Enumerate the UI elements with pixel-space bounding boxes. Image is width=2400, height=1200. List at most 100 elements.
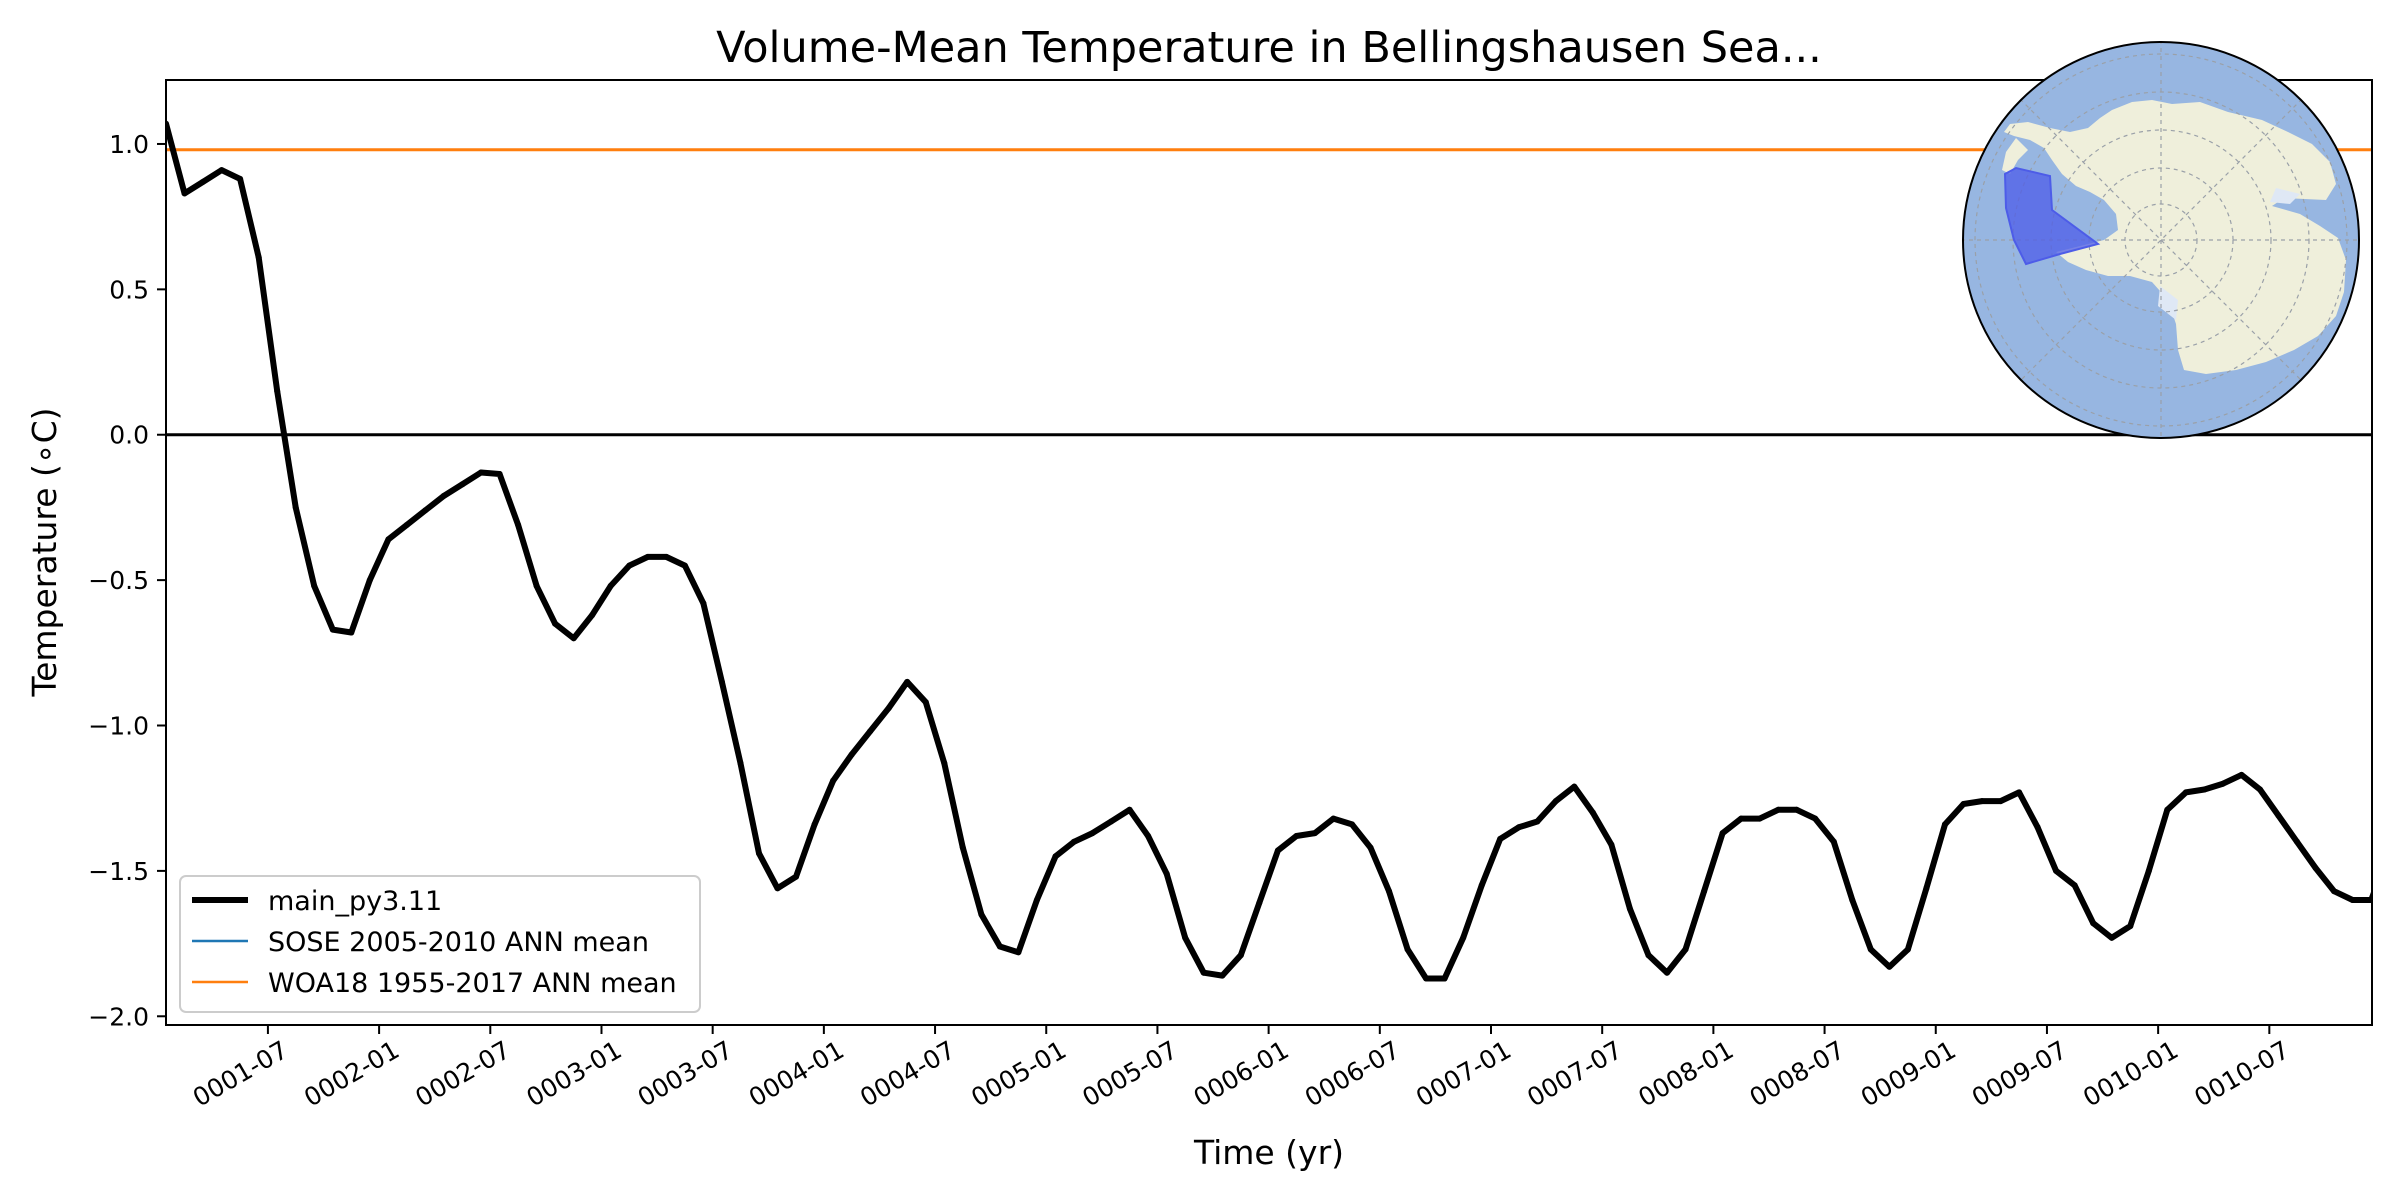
series-main-point [1960,801,1967,807]
series-main-point [1608,841,1615,848]
series-main-point [1441,975,1448,982]
series-main-point [1923,885,1930,892]
series-main-point [385,536,392,543]
map-ice-shelf-ross [2158,286,2178,320]
series-main-point [1719,830,1726,837]
series-main-point [274,388,281,395]
series-main-point [1886,963,1893,970]
series-main-point [2238,771,2245,778]
chart-title: Volume-Mean Temperature in Bellingshause… [716,23,1822,73]
map-ice-shelf-east [2270,188,2300,204]
series-main-point [218,167,225,174]
series-main-point [1756,815,1763,822]
series-main-point [1942,821,1948,828]
series-main-point [589,612,596,618]
series-main-point [1349,821,1355,828]
map-region-bellingshausen [2003,166,2101,266]
series-main-point [1386,888,1392,895]
series-main-point [1682,946,1689,953]
series-main-point [756,850,762,857]
series-main-point [533,582,540,589]
series-main-point [237,175,244,182]
series-main-point [1052,853,1059,860]
series-main-point [2294,838,2300,845]
series-main-point [830,777,837,784]
series-main-point [2182,789,2189,796]
series-main-point [2127,923,2134,930]
series-main-point [496,471,503,477]
series-main-point [1830,838,1837,845]
series-main-point [1849,897,1856,903]
series-main-point [2219,780,2226,787]
series-main-point [848,751,855,758]
series-main-point [1200,969,1207,976]
series-main-point [422,507,429,514]
series-main-point [1867,946,1874,953]
series-main-point [1515,824,1522,831]
series-main-point [1775,806,1782,813]
series-main-point [1997,798,2004,805]
series-main-point [1163,870,1170,877]
y-tick-label: −1.0 [88,712,149,741]
series-main-point [1701,888,1708,895]
series-main-point [1738,815,1745,822]
series-main-point [737,760,744,767]
series-main-point [867,728,874,735]
series-main-point [1664,969,1670,976]
legend-label-woa18: WOA18 1955-2017 ANN mean [268,968,677,999]
series-main-point [2331,888,2338,895]
series-main-point [329,626,336,633]
series-main-point [1423,975,1430,982]
series-main-point [1460,934,1467,941]
series-main-point [941,760,948,767]
legend-frame [179,875,701,1013]
y-tick-label: −2.0 [88,1002,149,1031]
series-main-point [1534,818,1541,825]
series-main-point [1626,905,1633,912]
series-main-point [1404,946,1411,953]
series-main-point [904,678,911,685]
map-border [1962,41,2360,439]
series-main-point [644,553,651,560]
legend-label-sose: SOSE 2005-2010 ANN mean [268,927,649,958]
series-main-point [2349,897,2356,903]
series-main-point [663,553,670,560]
plot-area [165,79,2373,1026]
series-main-point [2034,824,2041,831]
series-main-point [2016,789,2023,796]
series-main-point [1793,806,1800,813]
series-main-point [2312,865,2319,871]
series-main-point [1274,847,1281,854]
series-main-point [885,705,892,712]
series-main-point [2145,867,2152,874]
map-peninsula [2002,138,2028,174]
series-main-point [1330,815,1337,822]
x-axis-label: Time (yr) [1193,1133,1344,1172]
series-main-point [292,504,299,511]
series-main-point [1126,806,1133,813]
series-main-point [607,582,614,589]
series-main-point [2053,867,2060,874]
series-main-point [1293,833,1300,839]
series-main-point [1219,972,1226,979]
series-main-point [459,481,466,488]
series-main-point [2257,786,2263,793]
inset-map [1962,41,2360,439]
series-main-point [1033,897,1040,903]
series-main-point [181,190,188,197]
series-main-point [200,178,207,185]
series-main-point [774,885,781,892]
series-main-point [1071,838,1077,845]
series-main-point [1256,899,1263,906]
series-main-point [2201,786,2208,793]
series-main-point [811,821,818,828]
series-main-point [478,469,484,476]
series-main-point [978,911,985,918]
y-tick-label: 0.0 [109,421,149,450]
series-main-point [793,873,799,880]
plot-content [166,120,2372,982]
series-main-point [1589,809,1596,816]
series-main-point [1552,798,1559,805]
series-main-point [922,699,929,706]
series-main-point [1182,934,1189,941]
